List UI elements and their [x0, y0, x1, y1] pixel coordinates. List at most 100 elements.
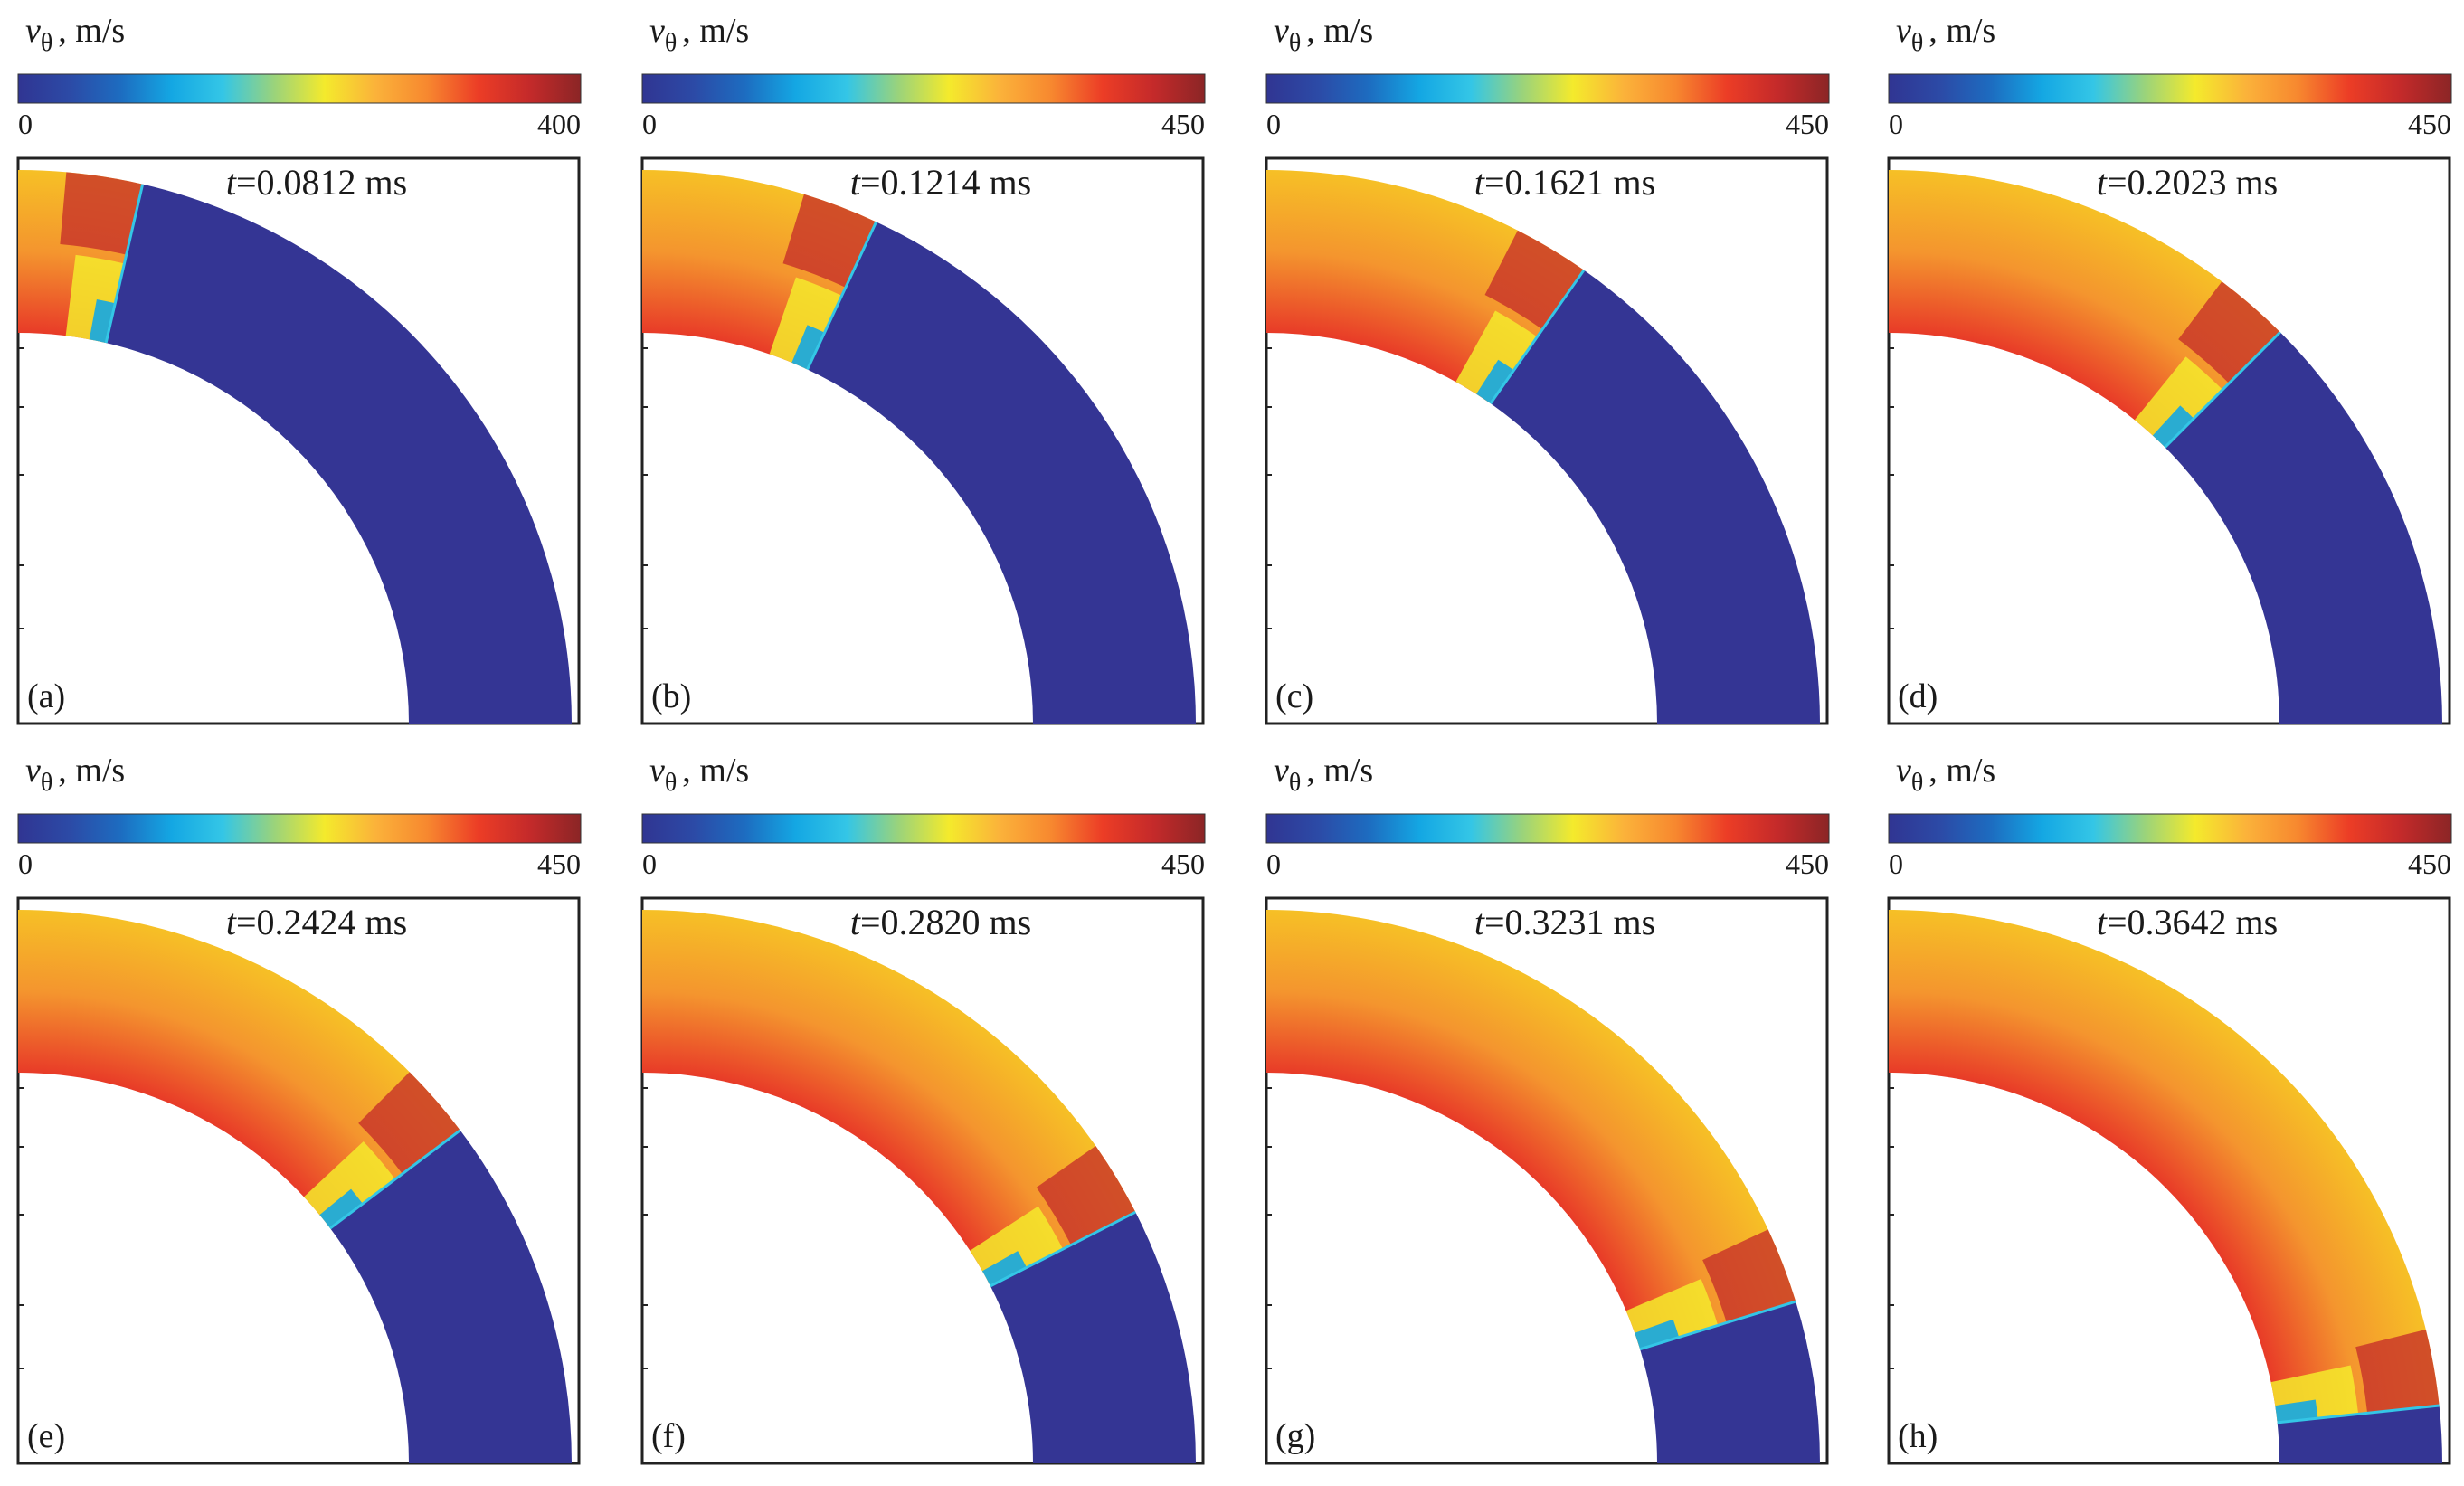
shocked-region: [1266, 910, 1796, 1349]
inner-transition: [303, 1141, 395, 1229]
panel-tag: (a): [27, 677, 65, 715]
panel-tag: (h): [1898, 1417, 1938, 1455]
shock-front: [806, 221, 878, 371]
inner-transition-cyan: [1476, 359, 1514, 404]
velocity-field: [18, 910, 572, 1463]
colorbar-label-units: , m/s: [1929, 752, 1995, 790]
velocity-field: [1889, 910, 2442, 1463]
inner-transition-cyan: [319, 1188, 363, 1229]
unshocked-region: [1490, 270, 1820, 724]
shock-front: [1639, 1300, 1796, 1351]
time-var: t: [2097, 162, 2108, 203]
time-var: t: [226, 902, 237, 942]
velocity-field: [642, 170, 1196, 724]
post-shock-peak: [782, 194, 877, 288]
panel-c: vθ, m/s 0 450 t=0.1621 ms (c): [1265, 12, 1830, 725]
panel-g: vθ, m/s 0 450 t=0.3231 ms (g): [1265, 752, 1830, 1465]
colorbar-max-label: 450: [2408, 847, 2451, 880]
panel-tag: (d): [1898, 677, 1938, 715]
inner-transition: [1455, 310, 1538, 404]
time-value: =0.2820 ms: [860, 902, 1031, 942]
colorbar-label-units: , m/s: [58, 12, 125, 50]
panel-tag: (f): [651, 1417, 686, 1455]
time-value: =0.3642 ms: [2107, 902, 2278, 942]
shock-front: [2277, 1404, 2440, 1424]
velocity-field: [1889, 170, 2442, 724]
colorbar-label-symbol: v: [1896, 752, 1911, 790]
time-var: t: [226, 162, 237, 203]
post-shock-peak: [2355, 1329, 2440, 1414]
unshocked-region: [1640, 1301, 1820, 1463]
inner-transition-cyan: [2275, 1399, 2318, 1423]
time-var: t: [850, 902, 861, 942]
time-value: =0.2424 ms: [236, 902, 407, 942]
colorbar-min-label: 0: [18, 108, 33, 140]
colorbar-min-label: 0: [1889, 847, 1903, 880]
colorbar-max-label: 450: [1786, 108, 1829, 140]
inner-transition: [769, 277, 842, 370]
colorbar-label: vθ, m/s: [1274, 12, 1373, 57]
unshocked-region: [106, 184, 573, 724]
colorbar-label: vθ, m/s: [25, 12, 125, 57]
inner-transition-cyan: [791, 325, 825, 370]
colorbar-label-units: , m/s: [58, 752, 125, 790]
colorbar-label-units: , m/s: [682, 12, 749, 50]
colorbar-label-symbol: v: [649, 12, 665, 50]
time-var: t: [1474, 902, 1485, 942]
colorbar-label-subscript: θ: [1911, 769, 1923, 797]
unshocked-region: [990, 1212, 1196, 1463]
time-value: =0.1214 ms: [860, 162, 1031, 203]
colorbar-label-units: , m/s: [682, 752, 749, 790]
colorbar-min-label: 0: [18, 847, 33, 880]
colorbar-label-units: , m/s: [1929, 12, 1995, 50]
colorbar-label-symbol: v: [1896, 12, 1911, 50]
post-shock-peak: [1036, 1145, 1136, 1245]
shocked-region: [18, 910, 460, 1229]
shock-front: [104, 184, 145, 344]
colorbar-label: vθ, m/s: [1896, 752, 1995, 797]
time-value: =0.3231 ms: [1484, 902, 1655, 942]
colorbar-min-label: 0: [1266, 847, 1281, 880]
unshocked-region: [807, 222, 1196, 724]
shock-front: [990, 1210, 1136, 1288]
panel-f: vθ, m/s 0 450 t=0.2820 ms (f): [640, 752, 1206, 1465]
colorbar-max-label: 450: [1161, 847, 1205, 880]
inner-transition-cyan: [981, 1251, 1028, 1286]
panel-b: vθ, m/s 0 450 t=0.1214 ms (b): [640, 12, 1206, 725]
colorbar-label-subscript: θ: [1911, 29, 1923, 57]
colorbar-label-symbol: v: [649, 752, 665, 790]
time-var: t: [850, 162, 861, 203]
colorbar-label-subscript: θ: [665, 769, 677, 797]
colorbar: [1265, 813, 1830, 844]
colorbar-label-units: , m/s: [1306, 12, 1373, 50]
colorbar: [1888, 813, 2452, 844]
colorbar-label-subscript: θ: [41, 769, 52, 797]
unshocked-region: [2165, 332, 2442, 724]
colorbar-max-label: 450: [1786, 847, 1829, 880]
panel-tag: (b): [651, 677, 691, 715]
time-label: t=0.1214 ms: [850, 162, 1031, 203]
panel-a: vθ, m/s 0 400 t=0.0812 ms (a): [16, 12, 582, 725]
panel-tag: (g): [1275, 1417, 1315, 1455]
velocity-field: [1266, 910, 1820, 1463]
colorbar-min-label: 0: [1266, 108, 1281, 140]
time-value: =0.2023 ms: [2107, 162, 2278, 203]
colorbar-label-subscript: θ: [41, 29, 52, 57]
colorbar-label-subscript: θ: [1289, 29, 1301, 57]
colorbar-label-subscript: θ: [1289, 769, 1301, 797]
time-value: =0.1621 ms: [1484, 162, 1655, 203]
inner-transition: [2134, 356, 2223, 448]
shocked-region: [1889, 910, 2440, 1423]
colorbar-min-label: 0: [642, 847, 657, 880]
time-label: t=0.1621 ms: [1474, 162, 1655, 203]
colorbar: [641, 813, 1206, 844]
colorbar: [17, 813, 582, 844]
colorbar: [17, 73, 582, 104]
velocity-field: [642, 910, 1196, 1463]
colorbar-label-symbol: v: [25, 12, 41, 50]
colorbar-label: vθ, m/s: [1274, 752, 1373, 797]
inner-transition-cyan: [89, 298, 116, 344]
time-label: t=0.2820 ms: [850, 902, 1031, 942]
colorbar-max-label: 450: [537, 847, 581, 880]
